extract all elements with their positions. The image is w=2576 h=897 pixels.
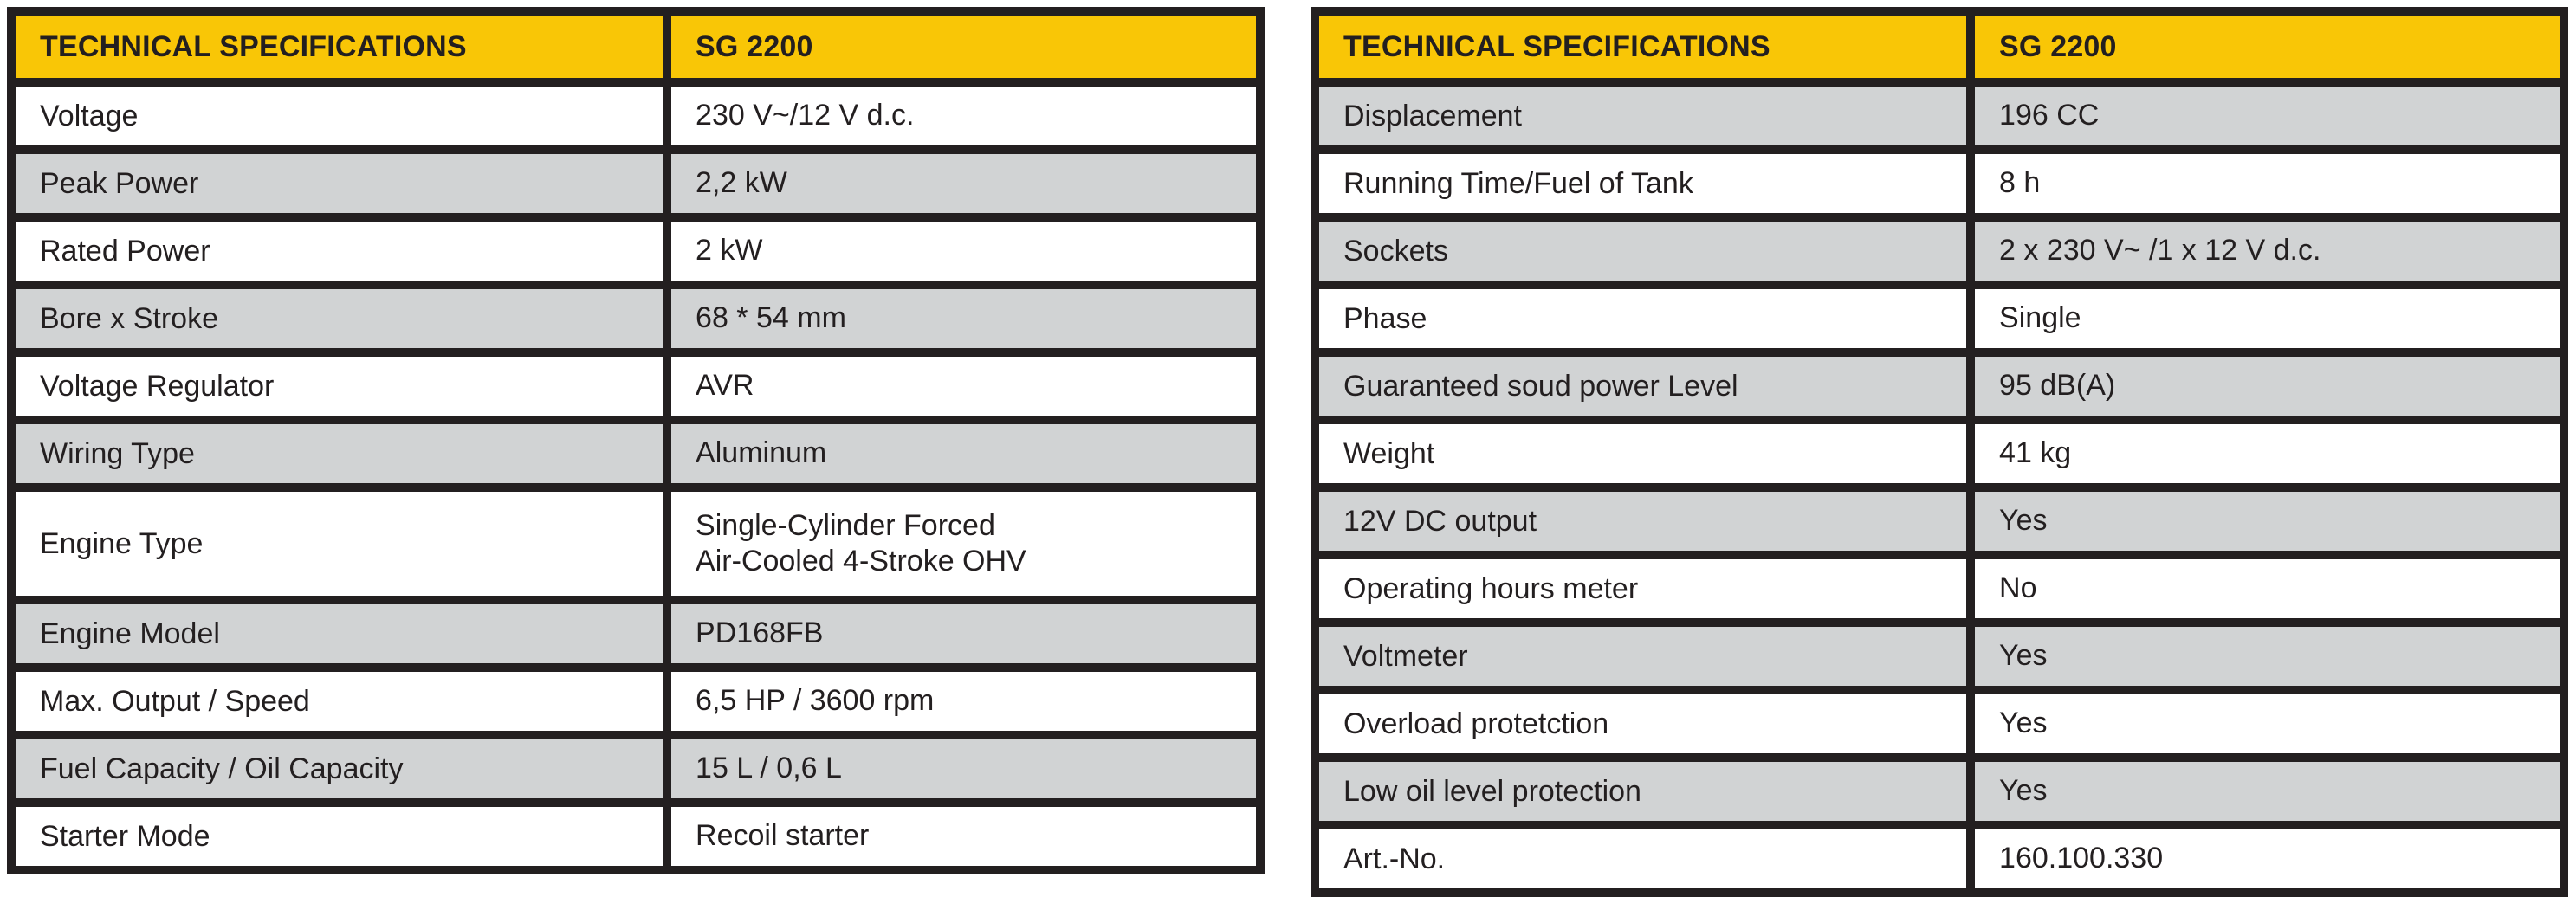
spec-value: Yes bbox=[1966, 686, 2568, 762]
table-row: Voltmeter Yes bbox=[1310, 618, 2568, 694]
spec-label: Bore x Stroke bbox=[6, 281, 672, 357]
table-row: Low oil level protection Yes bbox=[1310, 753, 2568, 829]
spec-label: Displacement bbox=[1310, 78, 1976, 154]
spec-value: No bbox=[1966, 551, 2568, 627]
spec-label: Sockets bbox=[1310, 213, 1976, 289]
table-row: Engine Type Single-Cylinder Forced Air-Co… bbox=[6, 483, 1265, 604]
left-table-body: Voltage 230 V~/12 V d.c. Peak Power 2,2 kW R… bbox=[6, 78, 1265, 874]
spec-label: Max. Output / Speed bbox=[6, 663, 672, 739]
spec-label: Low oil level protection bbox=[1310, 753, 1976, 829]
spec-value: Yes bbox=[1966, 753, 2568, 829]
spec-sheet: TECHNICAL SPECIFICATIONS SG 2200 Voltage… bbox=[6, 7, 2568, 897]
right-table-header-model: SG 2200 bbox=[1966, 7, 2568, 87]
spec-value: AVR bbox=[663, 348, 1265, 424]
spec-value: Single-Cylinder Forced Air-Cooled 4-Stro… bbox=[663, 483, 1265, 604]
spec-label: Overload protetction bbox=[1310, 686, 1976, 762]
spec-label: Fuel Capacity / Oil Capacity bbox=[6, 731, 672, 807]
table-row: Wiring Type Aluminum bbox=[6, 416, 1265, 492]
spec-value: 68 * 54 mm bbox=[663, 281, 1265, 357]
spec-label: Voltage bbox=[6, 78, 672, 154]
spec-value: 2 kW bbox=[663, 213, 1265, 289]
spec-label: Engine Type bbox=[6, 483, 672, 604]
table-row: Sockets 2 x 230 V~ /1 x 12 V d.c. bbox=[1310, 213, 2568, 289]
spec-label: Weight bbox=[1310, 416, 1976, 492]
right-table-header-title: TECHNICAL SPECIFICATIONS bbox=[1310, 7, 1976, 87]
table-row: Fuel Capacity / Oil Capacity 15 L / 0,6 L bbox=[6, 731, 1265, 807]
spec-value: 15 L / 0,6 L bbox=[663, 731, 1265, 807]
table-header-row: TECHNICAL SPECIFICATIONS SG 2200 bbox=[1310, 7, 2568, 87]
spec-label: Running Time/Fuel of Tank bbox=[1310, 145, 1976, 222]
spec-label: Rated Power bbox=[6, 213, 672, 289]
spec-value: 2,2 kW bbox=[663, 145, 1265, 222]
table-row: Guaranteed soud power Level 95 dB(A) bbox=[1310, 348, 2568, 424]
table-row: Bore x Stroke 68 * 54 mm bbox=[6, 281, 1265, 357]
spec-value: 160.100.330 bbox=[1966, 821, 2568, 897]
spec-label: Engine Model bbox=[6, 596, 672, 672]
table-row: Operating hours meter No bbox=[1310, 551, 2568, 627]
spec-label: Art.-No. bbox=[1310, 821, 1976, 897]
spec-value: 8 h bbox=[1966, 145, 2568, 222]
spec-value: PD168FB bbox=[663, 596, 1265, 672]
spec-label: Guaranteed soud power Level bbox=[1310, 348, 1976, 424]
spec-value: Aluminum bbox=[663, 416, 1265, 492]
table-row: Voltage Regulator AVR bbox=[6, 348, 1265, 424]
left-table-header-model: SG 2200 bbox=[663, 7, 1265, 87]
spec-value: 95 dB(A) bbox=[1966, 348, 2568, 424]
table-row: 12V DC output Yes bbox=[1310, 483, 2568, 559]
table-row: Rated Power 2 kW bbox=[6, 213, 1265, 289]
table-row: Starter Mode Recoil starter bbox=[6, 798, 1265, 874]
spec-value: Yes bbox=[1966, 618, 2568, 694]
spec-value: Recoil starter bbox=[663, 798, 1265, 874]
table-row: Engine Model PD168FB bbox=[6, 596, 1265, 672]
table-header-row: TECHNICAL SPECIFICATIONS SG 2200 bbox=[6, 7, 1265, 87]
table-row: Max. Output / Speed 6,5 HP / 3600 rpm bbox=[6, 663, 1265, 739]
spec-value: 2 x 230 V~ /1 x 12 V d.c. bbox=[1966, 213, 2568, 289]
spec-label: Wiring Type bbox=[6, 416, 672, 492]
right-table-body: Displacement 196 CC Running Time/Fuel of T… bbox=[1310, 78, 2568, 897]
spec-label: 12V DC output bbox=[1310, 483, 1976, 559]
spec-value: 196 CC bbox=[1966, 78, 2568, 154]
table-row: Voltage 230 V~/12 V d.c. bbox=[6, 78, 1265, 154]
spec-label: Operating hours meter bbox=[1310, 551, 1976, 627]
spec-value: Yes bbox=[1966, 483, 2568, 559]
table-row: Running Time/Fuel of Tank 8 h bbox=[1310, 145, 2568, 222]
spec-table-left: TECHNICAL SPECIFICATIONS SG 2200 Voltage… bbox=[6, 7, 1265, 874]
spec-label: Peak Power bbox=[6, 145, 672, 222]
spec-value: 230 V~/12 V d.c. bbox=[663, 78, 1265, 154]
spec-label: Voltage Regulator bbox=[6, 348, 672, 424]
spec-value: Single bbox=[1966, 281, 2568, 357]
spec-label: Starter Mode bbox=[6, 798, 672, 874]
spec-label: Voltmeter bbox=[1310, 618, 1976, 694]
table-row: Displacement 196 CC bbox=[1310, 78, 2568, 154]
table-row: Overload protetction Yes bbox=[1310, 686, 2568, 762]
spec-label: Phase bbox=[1310, 281, 1976, 357]
table-row: Art.-No. 160.100.330 bbox=[1310, 821, 2568, 897]
table-row: Peak Power 2,2 kW bbox=[6, 145, 1265, 222]
table-row: Weight 41 kg bbox=[1310, 416, 2568, 492]
spec-value: 41 kg bbox=[1966, 416, 2568, 492]
spec-table-right: TECHNICAL SPECIFICATIONS SG 2200 Displac… bbox=[1310, 7, 2568, 897]
left-table-header-title: TECHNICAL SPECIFICATIONS bbox=[6, 7, 672, 87]
spec-value: 6,5 HP / 3600 rpm bbox=[663, 663, 1265, 739]
table-row: Phase Single bbox=[1310, 281, 2568, 357]
